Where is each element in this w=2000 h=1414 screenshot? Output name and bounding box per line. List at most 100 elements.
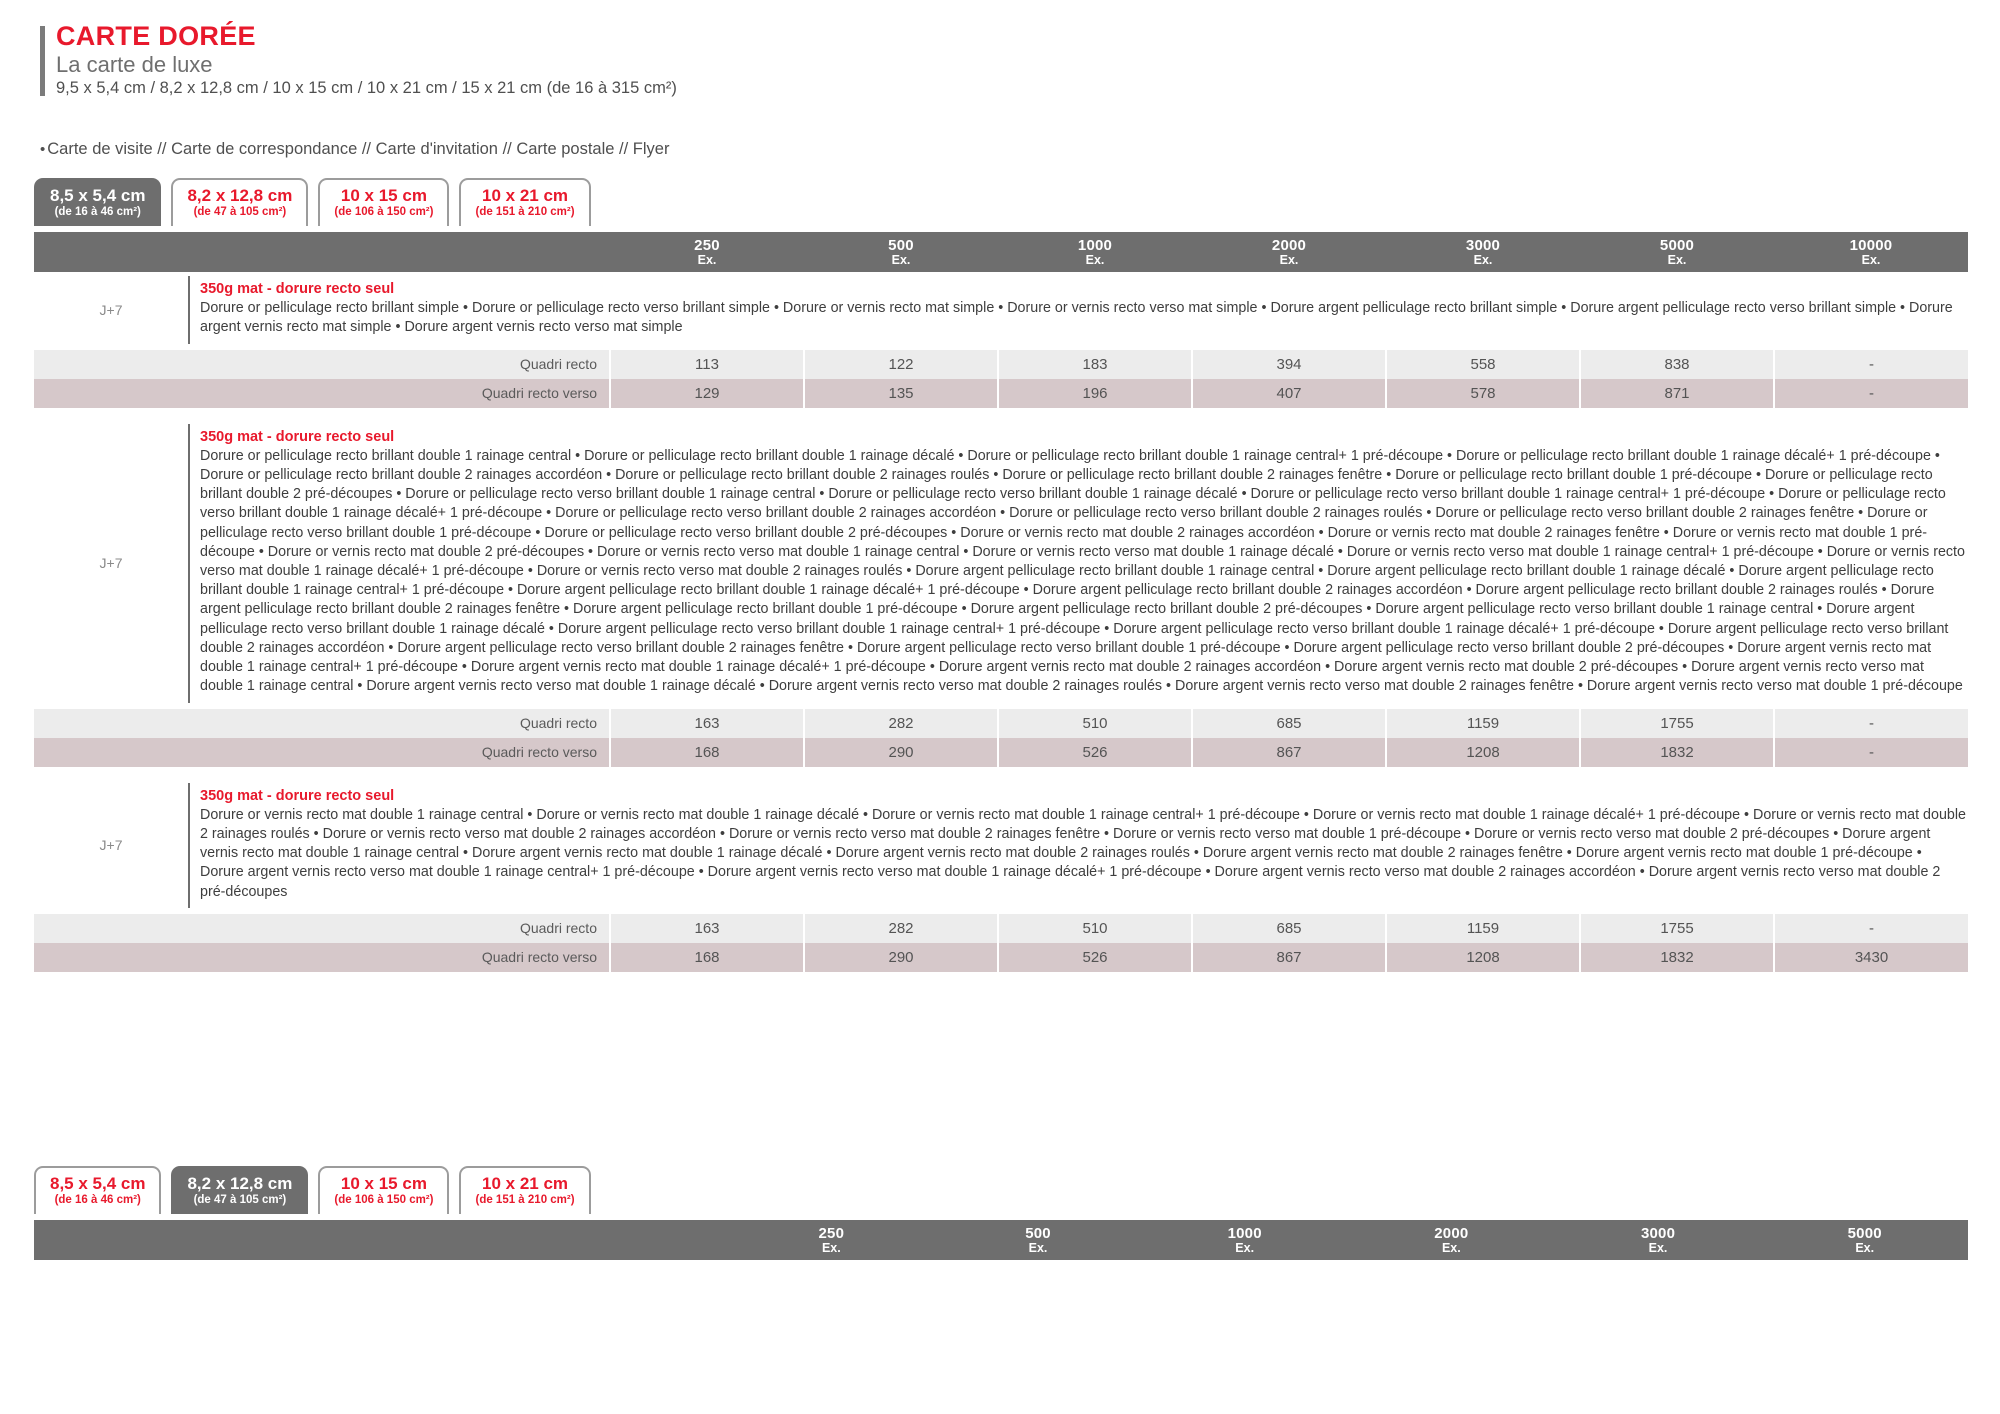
quantity-column-header: 250 Ex. — [728, 1226, 935, 1255]
format-tab-range: (de 16 à 46 cm²) — [54, 1193, 141, 1206]
table-row: Quadri recto verso 168 290 526 867 1208 1832 34… — [34, 942, 1968, 972]
price-row-label: Quadri recto — [34, 349, 611, 379]
finishing-options-text: Dorure or pelliculage recto brillant sim… — [200, 300, 1953, 336]
format-tab[interactable]: 8,5 x 5,4 cm (de 16 à 46 cm²) — [34, 178, 162, 226]
quantity-value: 500 — [888, 236, 914, 254]
quantity-unit: Ex. — [1028, 1240, 1048, 1255]
price-cell: 282 — [804, 708, 999, 738]
quantity-value: 500 — [1025, 1224, 1051, 1242]
price-cell: 685 — [1192, 708, 1387, 738]
format-tab[interactable]: 8,5 x 5,4 cm (de 16 à 46 cm²) — [34, 1166, 162, 1214]
delivery-delay-label: J+7 — [99, 555, 123, 572]
price-cell: 196 — [998, 378, 1193, 408]
bullet-icon: • — [40, 141, 46, 159]
format-tab-range: (de 47 à 105 cm²) — [193, 1193, 287, 1206]
price-table: Quadri recto 163 282 510 685 1159 1755- Quadri … — [34, 913, 1968, 972]
quantity-value: 2000 — [1271, 236, 1307, 254]
format-tab[interactable]: 10 x 21 cm (de 151 à 210 cm²) — [459, 1166, 591, 1214]
price-cell: 135 — [804, 378, 999, 408]
price-cell: 163 — [610, 913, 805, 943]
price-cell: - — [1774, 349, 1968, 379]
quantity-value: 1000 — [1227, 1224, 1262, 1242]
finishing-options: 350g mat - dorure recto seul Dorure or pe… — [188, 276, 1968, 344]
table-row: Quadri recto 163 282 510 685 1159 1755- — [34, 913, 1968, 943]
price-table: Quadri recto 113 122 183 394 558 838- Quadri re… — [34, 349, 1968, 408]
quantity-unit: Ex. — [1855, 1240, 1875, 1255]
quantity-unit: Ex. — [1648, 1240, 1668, 1255]
price-block: J+7 350g mat - dorure recto seul Dorure or… — [34, 423, 1968, 767]
quantity-value: 5000 — [1659, 236, 1695, 254]
quantity-value: 3000 — [1640, 1224, 1676, 1242]
price-block-header: J+7 350g mat - dorure recto seul Dorure or… — [34, 423, 1968, 703]
finishing-options: 350g mat - dorure recto seul Dorure or ve… — [188, 782, 1968, 908]
price-cell: 510 — [998, 913, 1193, 943]
price-cell: 1208 — [1386, 942, 1581, 972]
quantity-column-header: 2000 Ex. — [1192, 238, 1386, 267]
delivery-delay-label: J+7 — [99, 301, 123, 318]
price-block-header: J+7 350g mat - dorure recto seul Dorure or… — [34, 782, 1968, 908]
format-tab-range: (de 16 à 46 cm²) — [54, 205, 141, 218]
format-tab-range: (de 106 à 150 cm²) — [334, 205, 434, 218]
price-cell: 871 — [1580, 378, 1775, 408]
quantity-column-header: 10000 Ex. — [1774, 238, 1968, 267]
format-tab[interactable]: 8,2 x 12,8 cm (de 47 à 105 cm²) — [171, 1166, 309, 1214]
quantity-column-header: 3000 Ex. — [1555, 1226, 1762, 1255]
page-title: CARTE DORÉE — [56, 21, 256, 51]
price-cell: 394 — [1192, 349, 1387, 379]
format-tab-range: (de 47 à 105 cm²) — [193, 205, 287, 218]
format-tab-size: 8,5 x 5,4 cm — [50, 186, 146, 205]
table-row: Quadri recto verso 129 135 196 407 578 871- — [34, 378, 1968, 408]
price-cell: 290 — [804, 737, 999, 767]
quantity-unit: Ex. — [821, 1240, 841, 1255]
format-tab-size: 10 x 21 cm — [482, 1174, 569, 1193]
price-cell: 510 — [998, 708, 1193, 738]
price-block-header: J+7 350g mat - dorure recto seul Dorure or… — [34, 276, 1968, 344]
format-tab-size: 10 x 15 cm — [340, 1174, 427, 1193]
product-list-label: Carte de visite // Carte de correspondan… — [47, 140, 670, 158]
format-tab-range: (de 151 à 210 cm²) — [475, 205, 575, 218]
price-cell: 290 — [804, 942, 999, 972]
format-tab-size: 8,2 x 12,8 cm — [187, 186, 293, 205]
format-tab[interactable]: 10 x 15 cm (de 106 à 150 cm²) — [318, 178, 450, 226]
format-tab-size: 10 x 21 cm — [482, 186, 569, 205]
price-cell: 3430 — [1774, 942, 1968, 972]
quantity-unit: Ex. — [1441, 1240, 1461, 1255]
price-cell: - — [1774, 708, 1968, 738]
quantity-unit: Ex. — [1279, 252, 1299, 267]
quantity-column-header: 500 Ex. — [804, 238, 998, 267]
quantity-value: 250 — [694, 236, 720, 254]
quantity-unit: Ex. — [1667, 252, 1687, 267]
quantity-unit: Ex. — [1861, 252, 1881, 267]
price-cell: 867 — [1192, 942, 1387, 972]
price-cell: 526 — [998, 737, 1193, 767]
quantity-header-top: 250 Ex. 500 Ex. 1000 Ex. 2000 Ex. 3000 Ex. 5000 Ex.… — [34, 232, 1968, 272]
quantity-column-header: 1000 Ex. — [998, 238, 1192, 267]
table-row: Quadri recto 163 282 510 685 1159 1755- — [34, 708, 1968, 738]
price-cell: 1159 — [1386, 708, 1581, 738]
page-formats: 9,5 x 5,4 cm / 8,2 x 12,8 cm / 10 x 15 c… — [56, 78, 677, 97]
format-tab-size: 8,2 x 12,8 cm — [187, 1174, 293, 1193]
paper-spec-title: 350g mat - dorure recto seul — [200, 281, 395, 297]
price-cell: 168 — [610, 942, 805, 972]
quantity-value: 3000 — [1465, 236, 1501, 254]
quantity-column-header: 5000 Ex. — [1761, 1226, 1968, 1255]
price-row-label: Quadri recto verso — [34, 378, 611, 408]
price-cell: 163 — [610, 708, 805, 738]
product-list: • Carte de visite // Carte de corresponda… — [40, 140, 669, 159]
paper-spec-title: 350g mat - dorure recto seul — [200, 428, 395, 445]
price-cell: 1159 — [1386, 913, 1581, 943]
price-row-label: Quadri recto verso — [34, 942, 611, 972]
price-cell: 685 — [1192, 913, 1387, 943]
quantity-unit: Ex. — [1085, 252, 1105, 267]
format-tab[interactable]: 10 x 21 cm (de 151 à 210 cm²) — [459, 178, 591, 226]
price-cell: 1755 — [1580, 913, 1775, 943]
price-cell: 1832 — [1580, 737, 1775, 767]
paper-spec-title: 350g mat - dorure recto seul — [200, 787, 395, 804]
quantity-value: 250 — [818, 1224, 845, 1242]
quantity-column-header: 2000 Ex. — [1348, 1226, 1555, 1255]
format-tab-size: 8,5 x 5,4 cm — [50, 1174, 146, 1193]
page-header: CARTE DORÉE La carte de luxe 9,5 x 5,4 c… — [40, 22, 677, 98]
format-tab[interactable]: 10 x 15 cm (de 106 à 150 cm²) — [318, 1166, 450, 1214]
quantity-unit: Ex. — [1473, 252, 1493, 267]
format-tab[interactable]: 8,2 x 12,8 cm (de 47 à 105 cm²) — [171, 178, 309, 226]
